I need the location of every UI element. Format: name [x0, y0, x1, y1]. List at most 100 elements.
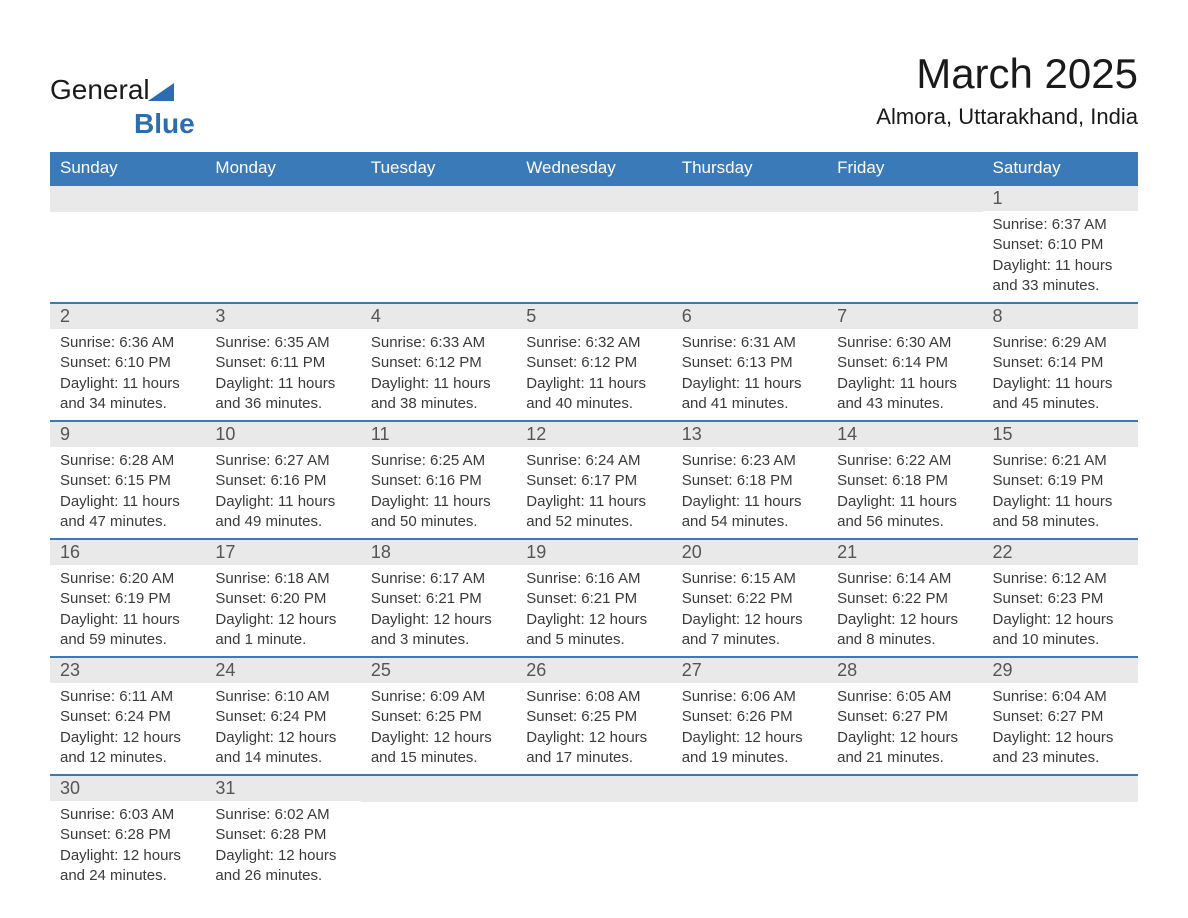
day-number [827, 186, 982, 212]
day-details: Sunrise: 6:03 AMSunset: 6:28 PMDaylight:… [50, 801, 205, 892]
day-number [50, 186, 205, 212]
sunrise-text: Sunrise: 6:05 AM [837, 687, 972, 707]
daylight-text: Daylight: 12 hours and 5 minutes. [526, 610, 661, 651]
calendar-cell: 13Sunrise: 6:23 AMSunset: 6:18 PMDayligh… [672, 421, 827, 539]
calendar-week: 30Sunrise: 6:03 AMSunset: 6:28 PMDayligh… [50, 775, 1138, 892]
day-number: 11 [361, 422, 516, 447]
calendar-cell: 20Sunrise: 6:15 AMSunset: 6:22 PMDayligh… [672, 539, 827, 657]
logo-text: General Blue [50, 74, 195, 140]
sunset-text: Sunset: 6:23 PM [993, 589, 1128, 609]
day-details: Sunrise: 6:23 AMSunset: 6:18 PMDaylight:… [672, 447, 827, 538]
daylight-text: Daylight: 12 hours and 3 minutes. [371, 610, 506, 651]
sunrise-text: Sunrise: 6:02 AM [215, 805, 350, 825]
sunset-text: Sunset: 6:25 PM [371, 707, 506, 727]
calendar-cell: 12Sunrise: 6:24 AMSunset: 6:17 PMDayligh… [516, 421, 671, 539]
calendar-cell: 8Sunrise: 6:29 AMSunset: 6:14 PMDaylight… [983, 303, 1138, 421]
day-details: Sunrise: 6:16 AMSunset: 6:21 PMDaylight:… [516, 565, 671, 656]
calendar-cell: 5Sunrise: 6:32 AMSunset: 6:12 PMDaylight… [516, 303, 671, 421]
calendar-cell: 3Sunrise: 6:35 AMSunset: 6:11 PMDaylight… [205, 303, 360, 421]
page-title: March 2025 [876, 50, 1138, 98]
calendar-week: 2Sunrise: 6:36 AMSunset: 6:10 PMDaylight… [50, 303, 1138, 421]
day-details: Sunrise: 6:30 AMSunset: 6:14 PMDaylight:… [827, 329, 982, 420]
day-number: 30 [50, 776, 205, 801]
daylight-text: Daylight: 11 hours and 34 minutes. [60, 374, 195, 415]
day-number: 6 [672, 304, 827, 329]
calendar-cell [516, 185, 671, 303]
day-details: Sunrise: 6:27 AMSunset: 6:16 PMDaylight:… [205, 447, 360, 538]
day-number: 10 [205, 422, 360, 447]
day-number [827, 776, 982, 802]
sunrise-text: Sunrise: 6:08 AM [526, 687, 661, 707]
day-number: 9 [50, 422, 205, 447]
day-details: Sunrise: 6:20 AMSunset: 6:19 PMDaylight:… [50, 565, 205, 656]
day-number: 22 [983, 540, 1138, 565]
calendar-cell: 27Sunrise: 6:06 AMSunset: 6:26 PMDayligh… [672, 657, 827, 775]
calendar-cell: 15Sunrise: 6:21 AMSunset: 6:19 PMDayligh… [983, 421, 1138, 539]
sunrise-text: Sunrise: 6:09 AM [371, 687, 506, 707]
day-number: 4 [361, 304, 516, 329]
day-details: Sunrise: 6:24 AMSunset: 6:17 PMDaylight:… [516, 447, 671, 538]
sunrise-text: Sunrise: 6:12 AM [993, 569, 1128, 589]
day-details: Sunrise: 6:31 AMSunset: 6:13 PMDaylight:… [672, 329, 827, 420]
calendar-header-row: SundayMondayTuesdayWednesdayThursdayFrid… [50, 152, 1138, 185]
day-details: Sunrise: 6:10 AMSunset: 6:24 PMDaylight:… [205, 683, 360, 774]
calendar-week: 16Sunrise: 6:20 AMSunset: 6:19 PMDayligh… [50, 539, 1138, 657]
calendar-cell: 28Sunrise: 6:05 AMSunset: 6:27 PMDayligh… [827, 657, 982, 775]
daylight-text: Daylight: 11 hours and 41 minutes. [682, 374, 817, 415]
day-details: Sunrise: 6:11 AMSunset: 6:24 PMDaylight:… [50, 683, 205, 774]
calendar-cell [672, 775, 827, 892]
day-number: 28 [827, 658, 982, 683]
day-number [516, 776, 671, 802]
day-details: Sunrise: 6:37 AMSunset: 6:10 PMDaylight:… [983, 211, 1138, 302]
sunset-text: Sunset: 6:22 PM [837, 589, 972, 609]
sunrise-text: Sunrise: 6:23 AM [682, 451, 817, 471]
day-details: Sunrise: 6:29 AMSunset: 6:14 PMDaylight:… [983, 329, 1138, 420]
weekday-header: Monday [205, 152, 360, 185]
day-details: Sunrise: 6:15 AMSunset: 6:22 PMDaylight:… [672, 565, 827, 656]
header: General Blue March 2025 Almora, Uttarakh… [50, 50, 1138, 140]
daylight-text: Daylight: 12 hours and 19 minutes. [682, 728, 817, 769]
day-number: 31 [205, 776, 360, 801]
sunrise-text: Sunrise: 6:33 AM [371, 333, 506, 353]
day-number: 25 [361, 658, 516, 683]
calendar-cell: 4Sunrise: 6:33 AMSunset: 6:12 PMDaylight… [361, 303, 516, 421]
daylight-text: Daylight: 12 hours and 12 minutes. [60, 728, 195, 769]
weekday-header: Thursday [672, 152, 827, 185]
calendar-cell: 18Sunrise: 6:17 AMSunset: 6:21 PMDayligh… [361, 539, 516, 657]
sunrise-text: Sunrise: 6:24 AM [526, 451, 661, 471]
daylight-text: Daylight: 12 hours and 10 minutes. [993, 610, 1128, 651]
daylight-text: Daylight: 12 hours and 24 minutes. [60, 846, 195, 887]
calendar-cell: 29Sunrise: 6:04 AMSunset: 6:27 PMDayligh… [983, 657, 1138, 775]
calendar-cell: 24Sunrise: 6:10 AMSunset: 6:24 PMDayligh… [205, 657, 360, 775]
daylight-text: Daylight: 11 hours and 50 minutes. [371, 492, 506, 533]
calendar-body: 1Sunrise: 6:37 AMSunset: 6:10 PMDaylight… [50, 185, 1138, 892]
calendar-cell [516, 775, 671, 892]
sunrise-text: Sunrise: 6:14 AM [837, 569, 972, 589]
sunrise-text: Sunrise: 6:36 AM [60, 333, 195, 353]
day-details: Sunrise: 6:35 AMSunset: 6:11 PMDaylight:… [205, 329, 360, 420]
day-number: 24 [205, 658, 360, 683]
daylight-text: Daylight: 12 hours and 1 minute. [215, 610, 350, 651]
calendar-cell: 22 Sunrise: 6:12 AMSunset: 6:23 PMDayligh… [983, 539, 1138, 657]
sunrise-text: Sunrise: 6:30 AM [837, 333, 972, 353]
sunrise-text: Sunrise: 6:16 AM [526, 569, 661, 589]
sunset-text: Sunset: 6:22 PM [682, 589, 817, 609]
sunrise-text: Sunrise: 6:20 AM [60, 569, 195, 589]
day-number: 13 [672, 422, 827, 447]
calendar-cell: 17Sunrise: 6:18 AMSunset: 6:20 PMDayligh… [205, 539, 360, 657]
daylight-text: Daylight: 11 hours and 59 minutes. [60, 610, 195, 651]
sunrise-text: Sunrise: 6:15 AM [682, 569, 817, 589]
day-number: 18 [361, 540, 516, 565]
calendar-cell: 23Sunrise: 6:11 AMSunset: 6:24 PMDayligh… [50, 657, 205, 775]
day-number [361, 186, 516, 212]
calendar-cell: 19Sunrise: 6:16 AMSunset: 6:21 PMDayligh… [516, 539, 671, 657]
day-details: Sunrise: 6:05 AMSunset: 6:27 PMDaylight:… [827, 683, 982, 774]
daylight-text: Daylight: 11 hours and 43 minutes. [837, 374, 972, 415]
day-details: Sunrise: 6:33 AMSunset: 6:12 PMDaylight:… [361, 329, 516, 420]
daylight-text: Daylight: 12 hours and 21 minutes. [837, 728, 972, 769]
day-number: 20 [672, 540, 827, 565]
day-number: 29 [983, 658, 1138, 683]
calendar-week: 23Sunrise: 6:11 AMSunset: 6:24 PMDayligh… [50, 657, 1138, 775]
day-number: 15 [983, 422, 1138, 447]
daylight-text: Daylight: 12 hours and 14 minutes. [215, 728, 350, 769]
